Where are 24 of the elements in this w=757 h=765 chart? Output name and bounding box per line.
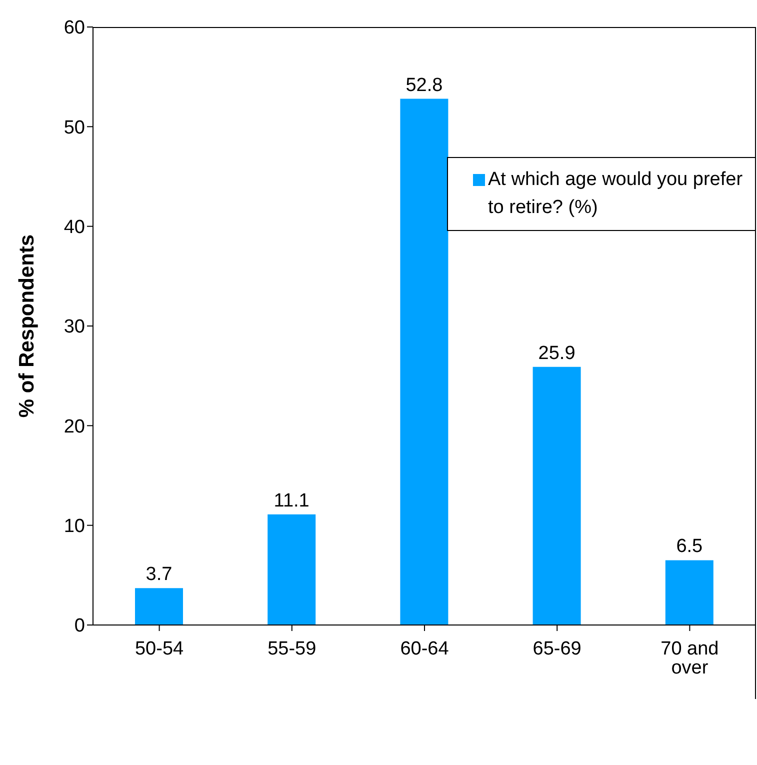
data-label: 6.5 (676, 536, 703, 558)
x-tick-label: 60-64 (400, 638, 450, 660)
x-tick-label: 55-59 (268, 638, 316, 660)
y-tick-label: 50 (64, 117, 85, 138)
bar (268, 514, 316, 625)
bar (400, 98, 448, 625)
data-label: 25.9 (538, 342, 576, 364)
y-tick-label: 60 (64, 18, 85, 39)
x-tick-label: 50-54 (134, 638, 184, 660)
x-tick-label: 65-69 (532, 638, 582, 660)
y-tick-label: 20 (64, 416, 85, 438)
y-axis-title: % of Respondents (15, 234, 38, 418)
y-tick-label: 40 (64, 217, 85, 238)
x-tick-label: 70 and over (660, 638, 719, 678)
y-tick-label: 0 (74, 616, 85, 637)
bar (135, 588, 183, 625)
bar (532, 366, 581, 625)
bar (665, 560, 714, 625)
data-label: 52.8 (406, 74, 443, 96)
y-tick-label: 30 (64, 316, 85, 338)
data-label: 11.1 (274, 490, 310, 512)
y-tick-label: 10 (64, 516, 85, 538)
legend-label: At which age would you prefer to retire? (%) (488, 169, 743, 218)
data-label: 3.7 (146, 564, 172, 586)
